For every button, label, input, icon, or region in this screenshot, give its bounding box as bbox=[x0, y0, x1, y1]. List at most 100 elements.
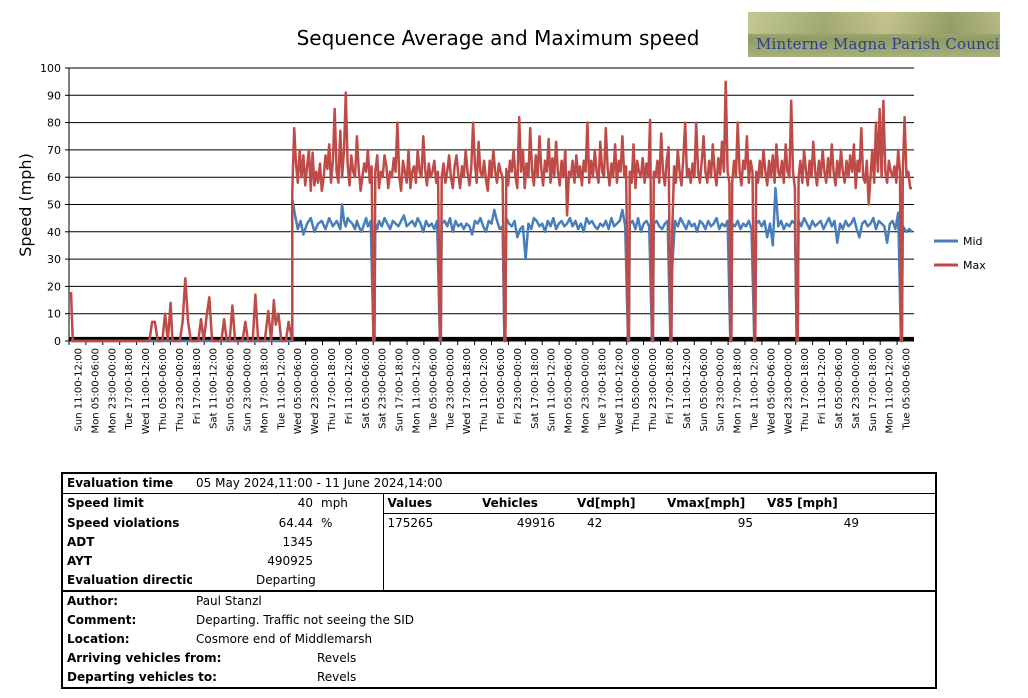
speed-chart: Sequence Average and Maximum speed 0 10 20 3… bbox=[16, 26, 986, 434]
x-tick-label: Tue 11:00-12:00 bbox=[276, 348, 287, 431]
speed-limit-unit: mph bbox=[317, 493, 384, 514]
x-tick-label: Sat 05:00-06:00 bbox=[361, 348, 372, 429]
x-tick-label: Sat 11:00-12:00 bbox=[209, 348, 220, 429]
departing-value: Revels bbox=[317, 670, 357, 684]
evaluation-time-value: 05 May 2024,11:00 - 11 June 2024,14:00 bbox=[196, 476, 443, 490]
x-tick-label: Thu 23:00-00:00 bbox=[175, 348, 186, 432]
x-tick-label: Tue 17:00-18:00 bbox=[124, 348, 135, 431]
ayt-label: AYT bbox=[67, 554, 93, 568]
x-tick-label: Tue 05:00-06:00 bbox=[428, 348, 439, 431]
y-tick-label: 100 bbox=[40, 62, 61, 75]
evaluation-time-label: Evaluation time bbox=[67, 476, 174, 490]
x-tick-label: Wed 23:00-00:00 bbox=[783, 348, 794, 434]
x-tick-label: Fri 11:00-12:00 bbox=[344, 348, 355, 424]
y-axis-label: Speed (mph) bbox=[16, 153, 35, 257]
speed-violations-label: Speed violations bbox=[67, 515, 180, 530]
y-tick-label: 40 bbox=[47, 226, 61, 239]
author-value: Paul Stanzl bbox=[192, 590, 936, 611]
x-tick-label: Thu 17:00-18:00 bbox=[327, 348, 338, 432]
comment-label: Comment: bbox=[67, 613, 137, 627]
x-tick-label: Fri 11:00-12:00 bbox=[817, 348, 828, 424]
author-label: Author: bbox=[62, 590, 192, 611]
x-tick-label: Mon 23:00-00:00 bbox=[107, 348, 118, 434]
y-tick-label: 90 bbox=[47, 89, 61, 102]
location-value: Cosmore end of Middlemarsh bbox=[196, 632, 373, 646]
adt-value: 1345 bbox=[282, 535, 313, 549]
evaluation-direction-value: Departing bbox=[192, 571, 384, 591]
x-tick-label: Fri 23:00-00:00 bbox=[513, 348, 524, 424]
x-tick-label: Sun 17:00-18:00 bbox=[395, 348, 406, 431]
x-tick-label: Thu 23:00-00:00 bbox=[648, 348, 659, 432]
x-tick-label: Wed 11:00-12:00 bbox=[141, 348, 152, 434]
x-tick-label: Sun 23:00-00:00 bbox=[242, 348, 253, 431]
x-tick-label: Thu 05:00-06:00 bbox=[631, 348, 642, 432]
x-tick-label: Sat 17:00-18:00 bbox=[530, 348, 541, 429]
x-tick-label: Wed 17:00-18:00 bbox=[462, 348, 473, 434]
ayt-value: 490925 bbox=[267, 554, 313, 568]
legend-label-mid: Mid bbox=[963, 235, 983, 248]
legend-label-max: Max bbox=[963, 259, 986, 272]
evaluation-info-table: Evaluation time 05 May 2024,11:00 - 11 J… bbox=[61, 472, 937, 689]
x-tick-label: Fri 17:00-18:00 bbox=[665, 348, 676, 424]
stats-value-values: 175265 bbox=[383, 513, 478, 533]
stats-header-vmax: Vmax[mph] bbox=[663, 493, 763, 514]
arriving-label: Arriving vehicles from: bbox=[67, 651, 222, 665]
y-tick-label: 70 bbox=[47, 144, 61, 157]
x-tick-label: Fri 17:00-18:00 bbox=[192, 348, 203, 424]
x-tick-label: Wed 05:00-06:00 bbox=[293, 348, 304, 434]
x-tick-label: Mon 17:00-18:00 bbox=[259, 348, 270, 434]
adt-label: ADT bbox=[67, 535, 95, 549]
x-tick-label: Fri 05:00-06:00 bbox=[496, 348, 507, 424]
y-tick-label: 60 bbox=[47, 171, 61, 184]
x-tick-label: Thu 05:00-06:00 bbox=[158, 348, 169, 432]
x-tick-label: Sun 05:00-06:00 bbox=[226, 348, 237, 431]
x-tick-label: Tue 05:00-06:00 bbox=[902, 348, 913, 431]
arriving-value: Revels bbox=[317, 651, 357, 665]
departing-label: Departing vehicles to: bbox=[67, 670, 217, 684]
x-tick-label: Wed 11:00-12:00 bbox=[614, 348, 625, 434]
baseline-band bbox=[69, 336, 914, 341]
speed-limit-value: 40 bbox=[192, 493, 317, 514]
stats-value-vd: 42 bbox=[573, 513, 663, 533]
logo-text: Minterne Magna Parish Council bbox=[756, 35, 1000, 53]
y-tick-label: 10 bbox=[47, 308, 61, 321]
x-tick-label: Mon 11:00-12:00 bbox=[411, 348, 422, 434]
x-tick-label: Tue 11:00-12:00 bbox=[749, 348, 760, 431]
parish-council-logo: Minterne Magna Parish Council bbox=[748, 12, 1000, 57]
x-tick-label: Sat 23:00-00:00 bbox=[851, 348, 862, 429]
x-tick-label: Mon 05:00-06:00 bbox=[564, 348, 575, 434]
stats-value-vmax: 95 bbox=[663, 513, 763, 533]
y-tick-label: 50 bbox=[47, 199, 61, 212]
y-tick-label: 30 bbox=[47, 253, 61, 266]
stats-value-v85: 49 bbox=[763, 513, 863, 533]
chart-title: Sequence Average and Maximum speed bbox=[297, 26, 700, 50]
x-tick-label: Sun 17:00-18:00 bbox=[868, 348, 879, 431]
x-tick-label: Sun 05:00-06:00 bbox=[699, 348, 710, 431]
series-line-mid bbox=[71, 186, 913, 343]
x-tick-label: Thu 17:00-18:00 bbox=[800, 348, 811, 432]
x-tick-label: Wed 05:00-06:00 bbox=[766, 348, 777, 434]
x-tick-label: Tue 23:00-00:00 bbox=[445, 348, 456, 431]
x-tick-label: Mon 23:00-00:00 bbox=[580, 348, 591, 434]
evaluation-direction-label: Evaluation direction bbox=[67, 573, 192, 587]
x-tick-label: Mon 05:00-06:00 bbox=[90, 348, 101, 434]
stats-header-vehicles: Vehicles bbox=[478, 493, 573, 514]
speed-limit-label: Speed limit bbox=[62, 493, 192, 514]
series-line-max bbox=[69, 80, 912, 343]
y-tick-label: 80 bbox=[47, 117, 61, 130]
y-tick-label: 20 bbox=[47, 280, 61, 293]
y-tick-label: 0 bbox=[54, 335, 61, 348]
location-label: Location: bbox=[67, 632, 130, 646]
speed-violations-value: 64.44 bbox=[278, 515, 313, 530]
x-tick-label: Mon 17:00-18:00 bbox=[733, 348, 744, 434]
x-tick-label: Wed 23:00-00:00 bbox=[310, 348, 321, 434]
x-tick-label: Tue 17:00-18:00 bbox=[597, 348, 608, 431]
x-tick-label: Sun 23:00-00:00 bbox=[716, 348, 727, 431]
stats-value-vehicles: 49916 bbox=[478, 513, 573, 533]
x-tick-label: Sat 23:00-00:00 bbox=[378, 348, 389, 429]
x-tick-label: Mon 11:00-12:00 bbox=[885, 348, 896, 434]
x-tick-label: Sat 05:00-06:00 bbox=[834, 348, 845, 429]
stats-header-values: Values bbox=[383, 493, 478, 514]
x-tick-label: Sat 11:00-12:00 bbox=[682, 348, 693, 429]
x-tick-label: Sun 11:00-12:00 bbox=[73, 348, 84, 431]
